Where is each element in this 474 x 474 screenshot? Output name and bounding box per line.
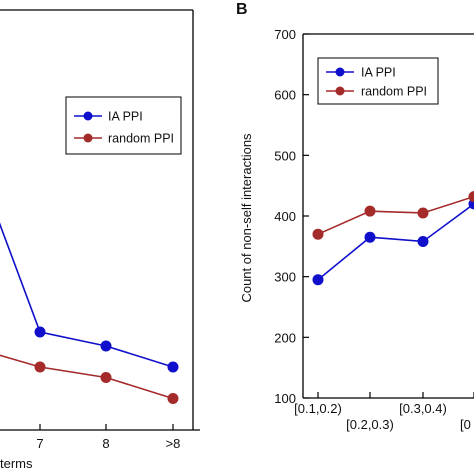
right-legend: IA PPI random PPI [317, 57, 439, 105]
left-legend-marker-random-ppi [83, 133, 93, 143]
left-point-random-ppi-3 [167, 393, 179, 404]
right-point-ia-ppi-0 [312, 274, 324, 286]
right-point-random-ppi-0 [312, 228, 324, 240]
left-point-random-ppi-1 [34, 361, 46, 373]
right-series-line-random-ppi [317, 195, 474, 235]
left-point-ia-ppi-2 [100, 340, 112, 352]
right-legend-label-ia-ppi: IA PPI [361, 66, 396, 80]
right-y-tick-label-4: 500 [274, 148, 296, 163]
right-point-ia-ppi-1 [364, 231, 376, 243]
right-x-tick-label-0: [0.1,0.2) [294, 401, 342, 416]
right-x-tick-label-1: [0.2,0.3) [346, 417, 394, 432]
left-x-tick-label-2: 8 [102, 436, 109, 451]
right-y-tick-label-0: 100 [274, 391, 296, 406]
left-x-axis-label: terms [0, 456, 33, 471]
right-y-tick-label-6: 700 [274, 27, 296, 42]
left-legend-marker-ia-ppi [83, 111, 93, 121]
right-x-tick-label-3: [0 [460, 417, 471, 432]
left-series-line-random-ppi [0, 354, 174, 400]
right-point-random-ppi-2 [417, 207, 429, 219]
left-point-ia-ppi-3 [167, 361, 179, 373]
left-x-tick-label-1: 7 [36, 436, 43, 451]
right-legend-label-random-ppi: random PPI [361, 85, 427, 99]
left-legend-label-ia-ppi: IA PPI [108, 110, 143, 124]
right-legend-marker-random-ppi [335, 86, 345, 96]
panel-label-b: B [236, 1, 248, 18]
right-x-tick-label-2: [0.3,0.4) [399, 401, 447, 416]
right-y-tick-label-2: 300 [274, 270, 296, 285]
right-y-tick-label-3: 400 [274, 209, 296, 224]
right-y-tick-label-1: 200 [274, 330, 296, 345]
right-series-line-ia-ppi [317, 203, 474, 281]
right-y-axis-label: Count of non-self interactions [239, 133, 254, 303]
left-x-tick-label-3: >8 [166, 436, 181, 451]
right-y-tick-label-5: 600 [274, 88, 296, 103]
left-legend: IA PPI random PPI [65, 96, 182, 155]
right-point-random-ppi-1 [364, 205, 376, 217]
left-series-line-ia-ppi [0, 222, 174, 368]
right-point-random-ppi-3 [468, 191, 474, 203]
left-point-ia-ppi-1 [34, 326, 46, 338]
left-point-random-ppi-2 [100, 372, 112, 383]
right-panel: B 100 200 300 400 500 600 700 [0.1,0.2) [0.2,0.3… [236, 1, 474, 432]
right-legend-marker-ia-ppi [335, 67, 345, 77]
left-legend-label-random-ppi: random PPI [108, 132, 174, 146]
left-panel: 7 8 >8 terms IA PPI random PPI [0, 9, 200, 471]
right-point-ia-ppi-2 [417, 235, 429, 247]
